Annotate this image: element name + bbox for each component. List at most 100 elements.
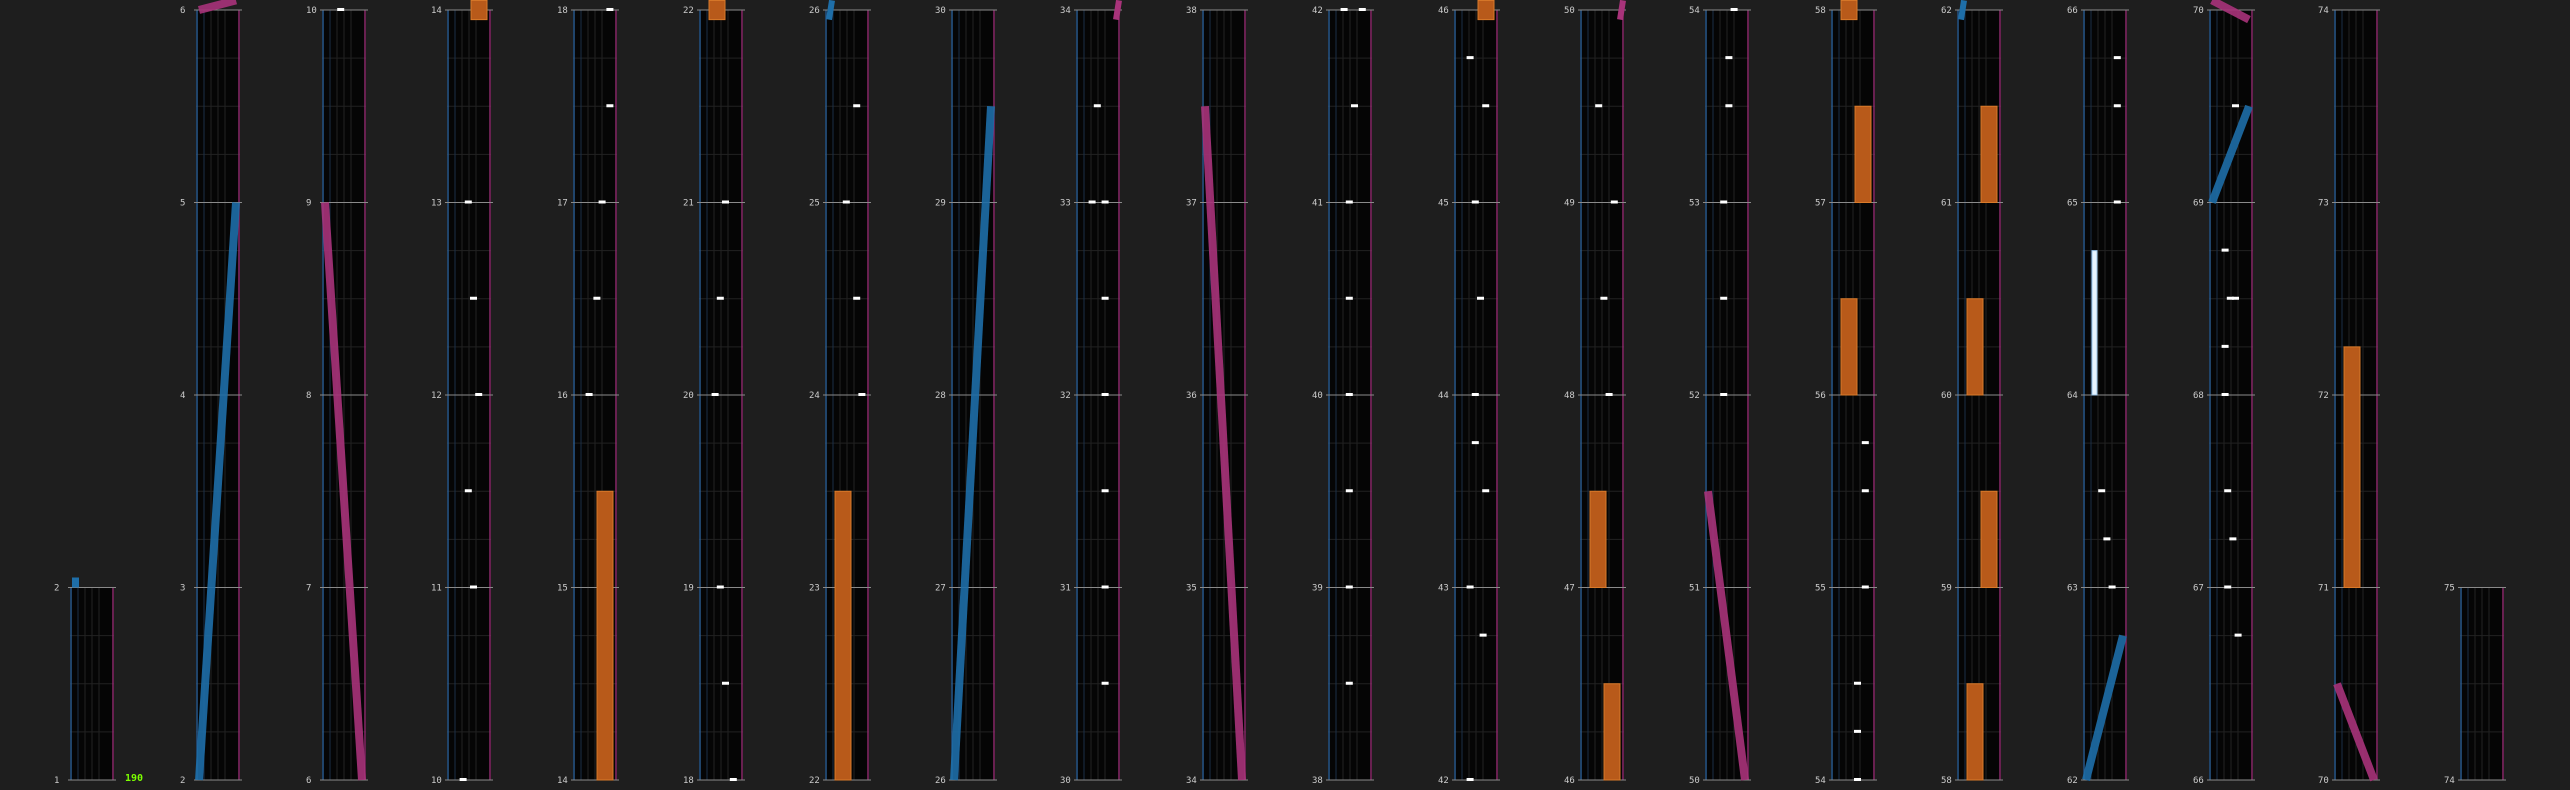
measure-number: 10	[306, 6, 317, 16]
tap-note	[2232, 296, 2239, 300]
measure-number: 63	[2067, 584, 2078, 594]
tap-note	[464, 489, 472, 493]
measure-number: 32	[1060, 391, 1071, 401]
measure-number: 38	[1186, 6, 1197, 16]
scratch-note	[1113, 0, 1122, 21]
measure-number: 60	[1941, 391, 1952, 401]
tap-note	[1600, 296, 1608, 300]
tap-note	[1101, 296, 1109, 300]
tap-note	[1351, 104, 1358, 108]
measure-number: 31	[1060, 584, 1071, 594]
measure-number: 34	[1060, 6, 1071, 16]
tap-note	[2108, 585, 2116, 589]
tap-note	[1101, 681, 1109, 685]
tap-note	[1720, 296, 1728, 300]
hold-note	[2343, 346, 2361, 588]
tap-note	[2221, 393, 2229, 396]
measure-number: 38	[1312, 776, 1323, 786]
tap-note	[842, 200, 850, 204]
measure-number: 64	[2067, 391, 2078, 401]
hold-note	[1477, 0, 1495, 21]
tap-note	[2234, 633, 2242, 637]
scratch-note	[1617, 0, 1626, 21]
measure-number: 68	[2193, 391, 2204, 401]
measure-number: 15	[557, 584, 568, 594]
hold-note	[470, 0, 488, 21]
scratch-note	[1201, 106, 1246, 781]
tap-note	[1861, 585, 1869, 589]
measure-number: 72	[2318, 391, 2329, 401]
tap-note	[2113, 200, 2121, 204]
measure-number: 10	[431, 776, 442, 786]
tap-note	[1730, 8, 1738, 11]
measure-number: 24	[809, 391, 820, 401]
measure-number: 50	[1689, 776, 1700, 786]
measure-number: 43	[1438, 584, 1449, 594]
tap-note	[1471, 393, 1479, 396]
measure-number: 70	[2193, 6, 2204, 16]
tap-note	[2232, 104, 2239, 108]
tap-note	[2103, 537, 2111, 541]
measure-number: 48	[1564, 391, 1575, 401]
measure-number: 2	[54, 584, 59, 594]
tap-note	[729, 778, 737, 781]
measure-number: 27	[935, 584, 946, 594]
tap-note	[2221, 344, 2229, 348]
measure-number: 30	[1060, 776, 1071, 786]
measure-number: 59	[1941, 584, 1952, 594]
tap-note	[2224, 489, 2232, 493]
measure-number: 17	[557, 199, 568, 209]
measure-number: 30	[935, 6, 946, 16]
tap-note	[2113, 56, 2121, 60]
tap-note	[1101, 393, 1109, 396]
tap-note	[1088, 200, 1096, 204]
scratch-note	[826, 0, 835, 21]
tap-note	[716, 296, 724, 300]
tap-note	[1477, 296, 1484, 300]
measure-number: 20	[683, 391, 694, 401]
hold-note	[708, 0, 726, 21]
measure-number: 70	[2318, 776, 2329, 786]
measure-number: 55	[1815, 584, 1826, 594]
tap-note	[1482, 489, 1490, 493]
measure-number: 65	[2067, 199, 2078, 209]
measure-number: 53	[1689, 199, 1700, 209]
tap-note	[593, 296, 601, 300]
measure-number: 29	[935, 199, 946, 209]
scratch-note	[72, 577, 79, 588]
scratch-note	[2082, 634, 2127, 781]
tap-note	[1345, 200, 1353, 204]
measure-number: 19	[683, 584, 694, 594]
tap-note	[585, 393, 593, 396]
tap-note	[1101, 489, 1109, 493]
tap-note	[1861, 441, 1869, 445]
measure-number: 11	[431, 584, 442, 594]
tap-note	[475, 393, 483, 396]
measure-number: 6	[306, 776, 311, 786]
measure-number: 50	[1564, 6, 1575, 16]
measure-number: 35	[1186, 584, 1197, 594]
measure-number: 5	[180, 199, 185, 209]
tap-note	[2229, 537, 2237, 541]
measure-number: 42	[1312, 6, 1323, 16]
measure-number: 58	[1815, 6, 1826, 16]
tap-note	[2226, 296, 2234, 300]
measure-number: 69	[2193, 199, 2204, 209]
tap-note	[1720, 393, 1728, 396]
measure-number: 26	[809, 6, 820, 16]
measure-number: 40	[1312, 391, 1323, 401]
tap-note	[1471, 200, 1479, 204]
hold-note	[596, 490, 614, 781]
measure-number: 67	[2193, 584, 2204, 594]
tap-note	[1479, 633, 1487, 637]
measure-number: 23	[809, 584, 820, 594]
tap-note	[2224, 585, 2232, 589]
tap-note	[1471, 441, 1479, 445]
measure-number: 66	[2067, 6, 2078, 16]
tap-note	[598, 200, 606, 204]
measure-number: 16	[557, 391, 568, 401]
tap-note	[1345, 489, 1353, 493]
tap-note	[459, 778, 467, 781]
measure-number: 8	[306, 391, 311, 401]
